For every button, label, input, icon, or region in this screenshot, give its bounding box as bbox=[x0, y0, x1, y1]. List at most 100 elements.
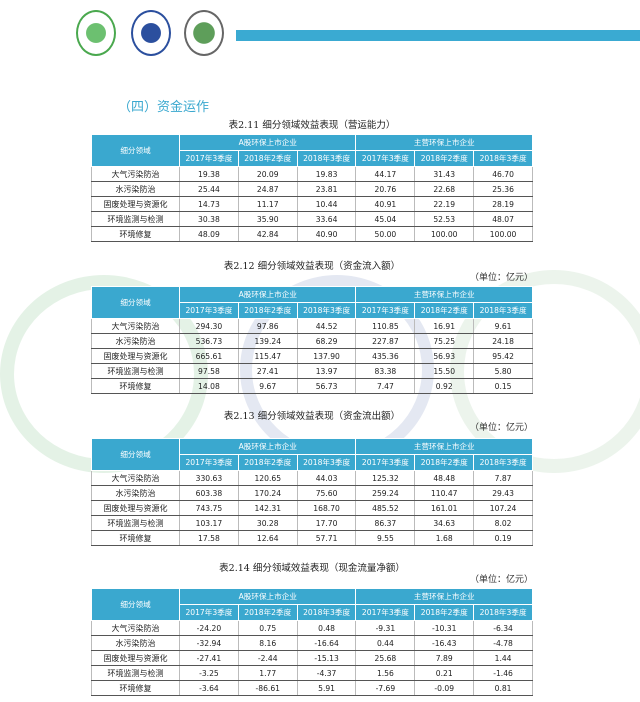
period-header: 2018年3季度 bbox=[296, 604, 357, 621]
table-row: 水污染防治 -32.94 8.16 -16.64 0.44 -16.43 -4.78 bbox=[91, 635, 533, 651]
period-header: 2017年3季度 bbox=[355, 604, 416, 621]
cell-value: 40.91 bbox=[355, 196, 416, 212]
cell-value: 97.86 bbox=[237, 318, 298, 334]
cell-value: 9.61 bbox=[473, 318, 533, 334]
table-row: 水污染防治 25.44 24.87 23.81 20.76 22.68 25.36 bbox=[91, 181, 533, 197]
row-label: 水污染防治 bbox=[91, 635, 180, 651]
cell-value: 56.73 bbox=[296, 378, 357, 394]
cell-value: 15.50 bbox=[414, 363, 475, 379]
row-label: 环境监测与检测 bbox=[91, 515, 180, 531]
table-row: 固废处理与资源化 -27.41 -2.44 -15.13 25.68 7.89 1.44 bbox=[91, 650, 533, 666]
group-header: A股环保上市企业 bbox=[178, 588, 357, 605]
cell-value: 45.04 bbox=[355, 211, 416, 227]
period-header: 2017年3季度 bbox=[355, 454, 416, 471]
data-table: 细分领域 A股环保上市企业 主营环保上市企业 2017年3季度 2018年2季度 2018… bbox=[91, 588, 533, 696]
unit-label: （单位：亿元） bbox=[469, 423, 533, 433]
cell-value: -4.37 bbox=[296, 665, 357, 681]
cell-value: 68.29 bbox=[296, 333, 357, 349]
table-row: 环境修复 17.58 12.64 57.71 9.55 1.68 0.19 bbox=[91, 530, 533, 546]
cell-value: -9.31 bbox=[355, 620, 416, 636]
period-header: 2018年3季度 bbox=[296, 150, 357, 167]
cell-value: 22.19 bbox=[414, 196, 475, 212]
cell-value: -3.25 bbox=[179, 665, 239, 681]
cell-value: 75.60 bbox=[296, 485, 357, 501]
cell-value: 107.24 bbox=[473, 500, 533, 516]
row-label: 环境修复 bbox=[91, 226, 180, 242]
data-table: 细分领域 A股环保上市企业 主营环保上市企业 2017年3季度 2018年2季度 2018… bbox=[91, 134, 533, 242]
data-table: 细分领域 A股环保上市企业 主营环保上市企业 2017年3季度 2018年2季度 2018… bbox=[91, 438, 533, 546]
cell-value: -4.78 bbox=[473, 635, 533, 651]
cell-value: 19.83 bbox=[296, 166, 357, 182]
cell-value: 11.17 bbox=[237, 196, 298, 212]
table-row: 环境监测与检测 30.38 35.90 33.64 45.04 52.53 48.07 bbox=[91, 211, 533, 227]
cell-value: -0.09 bbox=[414, 680, 475, 696]
row-label: 大气污染防治 bbox=[91, 166, 180, 182]
cell-value: 170.24 bbox=[237, 485, 298, 501]
cell-value: 22.68 bbox=[414, 181, 475, 197]
cell-value: 120.65 bbox=[237, 470, 298, 486]
period-header-row: 2017年3季度 2018年2季度 2018年3季度 2017年3季度 2018年2季度… bbox=[92, 604, 533, 621]
cell-value: 97.58 bbox=[179, 363, 239, 379]
row-label: 水污染防治 bbox=[91, 333, 180, 349]
cell-value: -6.34 bbox=[473, 620, 533, 636]
research-institute-logo bbox=[184, 10, 224, 56]
cell-value: 0.48 bbox=[296, 620, 357, 636]
period-header: 2018年2季度 bbox=[414, 604, 475, 621]
corner-header: 细分领域 bbox=[91, 134, 180, 167]
period-header: 2018年3季度 bbox=[473, 454, 533, 471]
cell-value: 48.09 bbox=[179, 226, 239, 242]
row-label: 环境监测与检测 bbox=[91, 363, 180, 379]
corner-header: 细分领域 bbox=[91, 588, 180, 621]
cell-value: -1.46 bbox=[473, 665, 533, 681]
cell-value: 294.30 bbox=[179, 318, 239, 334]
table-title: 表2.11 细分领域效益表现（营运能力） bbox=[228, 120, 396, 131]
group-header: A股环保上市企业 bbox=[178, 286, 357, 303]
row-label: 大气污染防治 bbox=[91, 318, 180, 334]
cell-value: 52.53 bbox=[414, 211, 475, 227]
cell-value: -32.94 bbox=[179, 635, 239, 651]
cell-value: 25.68 bbox=[355, 650, 416, 666]
table-row: 环境监测与检测 103.17 30.28 17.70 86.37 34.63 8.02 bbox=[91, 515, 533, 531]
cell-value: 20.09 bbox=[237, 166, 298, 182]
period-header: 2018年2季度 bbox=[237, 604, 298, 621]
period-header: 2017年3季度 bbox=[179, 150, 239, 167]
group-header: A股环保上市企业 bbox=[178, 438, 357, 455]
cell-value: -24.20 bbox=[179, 620, 239, 636]
cell-value: 14.08 bbox=[179, 378, 239, 394]
cell-value: 44.17 bbox=[355, 166, 416, 182]
cell-value: 33.64 bbox=[296, 211, 357, 227]
row-label: 水污染防治 bbox=[91, 181, 180, 197]
period-header-row: 2017年3季度 2018年2季度 2018年3季度 2017年3季度 2018年2季度… bbox=[92, 454, 533, 471]
period-header: 2018年3季度 bbox=[473, 604, 533, 621]
cell-value: 1.77 bbox=[237, 665, 298, 681]
cell-value: 103.17 bbox=[179, 515, 239, 531]
cell-value: 17.58 bbox=[179, 530, 239, 546]
cell-value: 30.28 bbox=[237, 515, 298, 531]
cell-value: 25.44 bbox=[179, 181, 239, 197]
cell-value: 12.64 bbox=[237, 530, 298, 546]
row-label: 固废处理与资源化 bbox=[91, 650, 180, 666]
period-header: 2018年3季度 bbox=[296, 454, 357, 471]
cell-value: -86.61 bbox=[237, 680, 298, 696]
period-header: 2018年2季度 bbox=[237, 302, 298, 319]
cell-value: -27.41 bbox=[179, 650, 239, 666]
table-row: 水污染防治 536.73 139.24 68.29 227.87 75.25 24.18 bbox=[91, 333, 533, 349]
cell-value: -16.43 bbox=[414, 635, 475, 651]
cell-value: 0.92 bbox=[414, 378, 475, 394]
cell-value: 1.56 bbox=[355, 665, 416, 681]
cell-value: 259.24 bbox=[355, 485, 416, 501]
cell-value: 42.84 bbox=[237, 226, 298, 242]
period-header: 2017年3季度 bbox=[355, 302, 416, 319]
cell-value: 57.71 bbox=[296, 530, 357, 546]
cell-value: 50.00 bbox=[355, 226, 416, 242]
cell-value: -2.44 bbox=[237, 650, 298, 666]
cell-value: 125.32 bbox=[355, 470, 416, 486]
cell-value: 24.18 bbox=[473, 333, 533, 349]
cell-value: 29.43 bbox=[473, 485, 533, 501]
cell-value: 19.38 bbox=[179, 166, 239, 182]
period-header: 2018年3季度 bbox=[473, 302, 533, 319]
cell-value: 44.52 bbox=[296, 318, 357, 334]
cell-value: 161.01 bbox=[414, 500, 475, 516]
cell-value: 0.81 bbox=[473, 680, 533, 696]
cell-value: 435.36 bbox=[355, 348, 416, 364]
